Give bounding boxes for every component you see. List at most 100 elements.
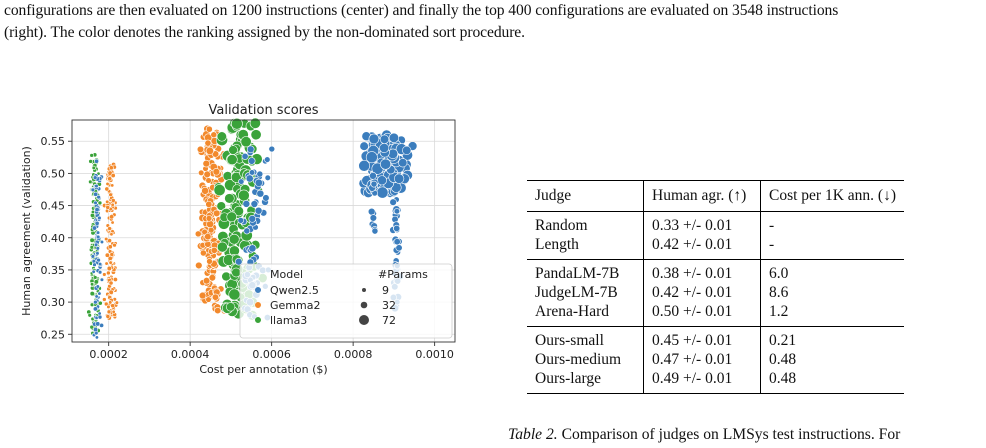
scatter-point: [90, 187, 96, 193]
legend-marker-llama3: [254, 316, 262, 324]
scatter-point: [212, 168, 221, 176]
table-row: Length 0.42 +/- 0.01 -: [527, 235, 904, 260]
scatter-point: [204, 139, 212, 147]
agreement-cell: 0.33 +/- 0.01: [643, 211, 761, 235]
cost-cell: 6.0: [769, 265, 789, 282]
cost-cell: 8.6: [769, 284, 789, 301]
scatter-point: [393, 224, 401, 232]
scatter-point: [264, 174, 271, 181]
scatter-point: [99, 277, 105, 282]
scatter-point: [109, 252, 115, 257]
scatter-point: [106, 309, 112, 315]
x-tick-label: 0.0010: [415, 348, 454, 361]
x-tick-label: 0.0004: [171, 348, 210, 361]
table-group-baselines: Random 0.33 +/- 0.01 - Length 0.42 +/- 0…: [527, 211, 904, 260]
table-header-row: Judge Human agr. (↑) Cost per 1K ann. (↓…: [527, 180, 904, 212]
scatter-point: [376, 175, 387, 186]
header-judge: Judge: [527, 180, 644, 212]
scatter-point: [108, 289, 114, 295]
scatter-point: [96, 257, 101, 263]
scatter-point: [393, 208, 401, 215]
scatter-point: [256, 189, 265, 198]
scatter-point: [202, 277, 211, 285]
cost-cell: 0.48: [760, 369, 904, 394]
scatter-point: [201, 186, 209, 195]
scatter-point: [369, 171, 377, 180]
x-tick-label: 0.0008: [334, 348, 373, 361]
table-row: Random 0.33 +/- 0.01 -: [527, 211, 904, 235]
judge-cell: Ours-small: [527, 326, 644, 350]
intro-paragraph: configurations are then evaluated on 120…: [4, 0, 980, 44]
legend-size-label: 72: [382, 314, 396, 327]
judge-cell: Length: [527, 235, 644, 260]
chart-title: Validation scores: [208, 103, 318, 118]
scatter-point: [90, 282, 95, 287]
scatter-point: [249, 117, 261, 129]
scatter-point: [105, 181, 110, 186]
plot-frame: [71, 119, 456, 343]
scatter-point: [103, 301, 109, 307]
scatter-point: [402, 145, 412, 156]
scatter-point: [111, 309, 116, 314]
y-tick-label: 0.40: [41, 232, 66, 245]
scatter-point: [94, 220, 100, 226]
y-tick-label: 0.35: [41, 264, 66, 277]
cost-cell: -: [760, 235, 904, 260]
scatter-point: [211, 293, 220, 301]
scatter-point: [245, 174, 254, 183]
legend-label-llama3: llama3: [270, 314, 307, 327]
scatter-point: [225, 302, 236, 312]
y-tick-label: 0.55: [41, 135, 66, 148]
scatter-point: [226, 154, 238, 166]
scatter-point: [104, 252, 110, 258]
scatter-point: [393, 173, 405, 184]
scatter-point: [224, 193, 235, 204]
table-row: Ours-small 0.45 +/- 0.01 0.21: [527, 326, 904, 350]
scatter-point: [95, 251, 100, 256]
scatter-point: [194, 230, 202, 238]
scatter-point: [233, 205, 244, 217]
y-axis-label: Human agreement (validation): [20, 146, 33, 316]
scatter-point: [89, 291, 95, 297]
x-tick-label: 0.0006: [252, 348, 291, 361]
scatter-point: [107, 244, 113, 250]
agreement-cell: 0.50 +/- 0.01: [643, 302, 761, 327]
scatter-point: [93, 200, 98, 205]
judge-cell: PandaLM-7B: [527, 259, 644, 283]
scatter-point: [393, 238, 401, 246]
scatter-point: [379, 134, 390, 144]
scatter-point: [206, 258, 213, 265]
cost-cell: -: [769, 217, 775, 234]
scatter-point: [97, 311, 102, 316]
scatter-point: [97, 270, 103, 275]
scatter-point: [94, 183, 99, 189]
scatter-point: [105, 204, 111, 210]
header-cost: Cost per 1K ann. (↓): [760, 180, 904, 212]
scatter-point: [87, 313, 92, 318]
scatter-point: [91, 225, 98, 231]
scatter-point: [203, 170, 211, 179]
scatter-point: [226, 211, 237, 223]
scatter-point: [205, 200, 213, 208]
scatter-point: [106, 265, 112, 272]
scatter-point: [208, 274, 216, 282]
scatter-point: [204, 233, 212, 241]
scatter-point: [365, 151, 378, 164]
agreement-cell: 0.38 +/- 0.01: [643, 259, 761, 283]
scatter-point: [104, 236, 109, 242]
scatter-point: [359, 141, 369, 151]
scatter-point: [93, 327, 99, 333]
scatter-point: [88, 179, 93, 184]
scatter-point: [212, 209, 221, 218]
y-tick-label: 0.30: [41, 296, 66, 309]
scatter-point: [198, 291, 207, 300]
scatter-point: [216, 201, 227, 211]
scatter-point: [368, 133, 380, 145]
caption-text: Comparison of judges on LMSys test instr…: [561, 426, 901, 443]
cost-cell: 0.48: [769, 351, 797, 368]
scatter-point: [102, 272, 107, 277]
scatter-point: [91, 269, 96, 274]
scatter-point: [89, 245, 94, 250]
legend-marker-gemma2: [254, 301, 262, 309]
scatter-point: [248, 244, 257, 253]
